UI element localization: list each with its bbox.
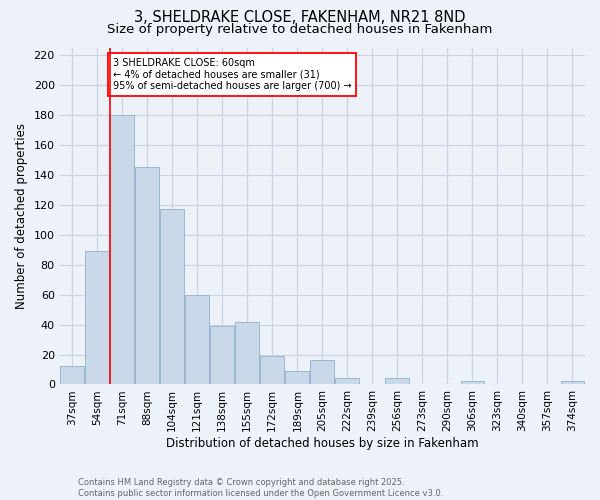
Bar	[136, 168, 159, 384]
Bar	[60, 366, 84, 384]
Bar	[461, 382, 484, 384]
Bar	[85, 251, 109, 384]
X-axis label: Distribution of detached houses by size in Fakenham: Distribution of detached houses by size …	[166, 437, 479, 450]
Bar	[310, 360, 334, 384]
Bar	[211, 326, 234, 384]
Text: Size of property relative to detached houses in Fakenham: Size of property relative to detached ho…	[107, 22, 493, 36]
Bar	[286, 371, 309, 384]
Bar	[335, 378, 359, 384]
Text: 3 SHELDRAKE CLOSE: 60sqm
← 4% of detached houses are smaller (31)
95% of semi-de: 3 SHELDRAKE CLOSE: 60sqm ← 4% of detache…	[113, 58, 352, 91]
Bar	[560, 382, 584, 384]
Bar	[235, 322, 259, 384]
Bar	[185, 294, 209, 384]
Y-axis label: Number of detached properties: Number of detached properties	[15, 123, 28, 309]
Bar	[260, 356, 284, 384]
Bar	[160, 209, 184, 384]
Bar	[110, 115, 134, 384]
Bar	[385, 378, 409, 384]
Text: Contains HM Land Registry data © Crown copyright and database right 2025.
Contai: Contains HM Land Registry data © Crown c…	[78, 478, 443, 498]
Text: 3, SHELDRAKE CLOSE, FAKENHAM, NR21 8ND: 3, SHELDRAKE CLOSE, FAKENHAM, NR21 8ND	[134, 10, 466, 25]
